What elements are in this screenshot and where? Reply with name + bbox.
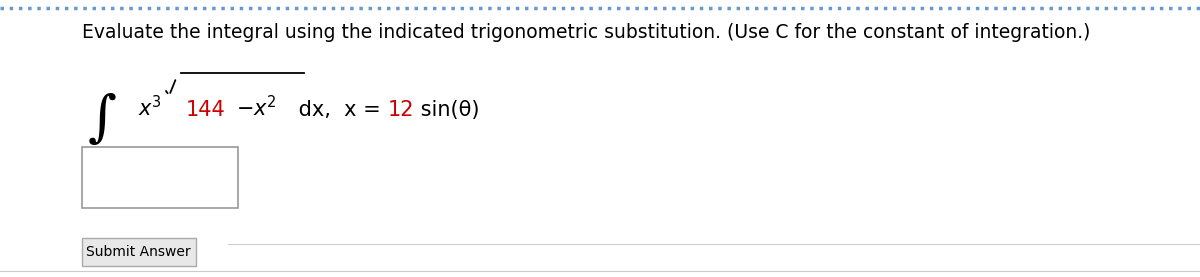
Text: 12: 12 [388, 101, 414, 120]
FancyBboxPatch shape [82, 238, 196, 266]
FancyBboxPatch shape [82, 147, 238, 208]
Text: sin(θ): sin(θ) [414, 101, 480, 120]
Text: $x^3$: $x^3$ [138, 95, 162, 120]
Text: Submit Answer: Submit Answer [86, 245, 191, 259]
Text: 144: 144 [186, 101, 226, 120]
Text: ∫: ∫ [88, 92, 116, 147]
Text: dx,  x =: dx, x = [292, 101, 386, 120]
Text: Evaluate the integral using the indicated trigonometric substitution. (Use C for: Evaluate the integral using the indicate… [82, 22, 1090, 42]
Text: $- x^2$: $- x^2$ [236, 95, 277, 120]
